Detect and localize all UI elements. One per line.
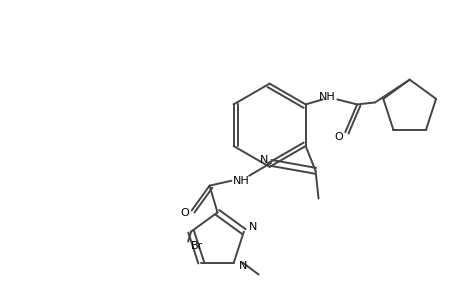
- Text: Br: Br: [190, 242, 203, 251]
- Text: N: N: [259, 155, 268, 165]
- Text: N: N: [238, 261, 246, 271]
- Text: NH: NH: [232, 176, 249, 186]
- Text: N: N: [248, 222, 257, 232]
- Text: O: O: [180, 208, 189, 218]
- Text: NH: NH: [319, 92, 335, 103]
- Text: O: O: [333, 132, 342, 142]
